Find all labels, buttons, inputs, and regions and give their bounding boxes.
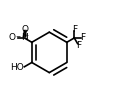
Text: O: O bbox=[9, 33, 15, 42]
Text: F: F bbox=[75, 41, 80, 50]
Text: HO: HO bbox=[10, 63, 24, 72]
Text: −: − bbox=[15, 33, 21, 38]
Text: N: N bbox=[21, 33, 27, 42]
Text: F: F bbox=[79, 33, 84, 42]
Text: +: + bbox=[23, 33, 28, 38]
Text: O: O bbox=[22, 25, 28, 34]
Text: F: F bbox=[71, 25, 76, 34]
